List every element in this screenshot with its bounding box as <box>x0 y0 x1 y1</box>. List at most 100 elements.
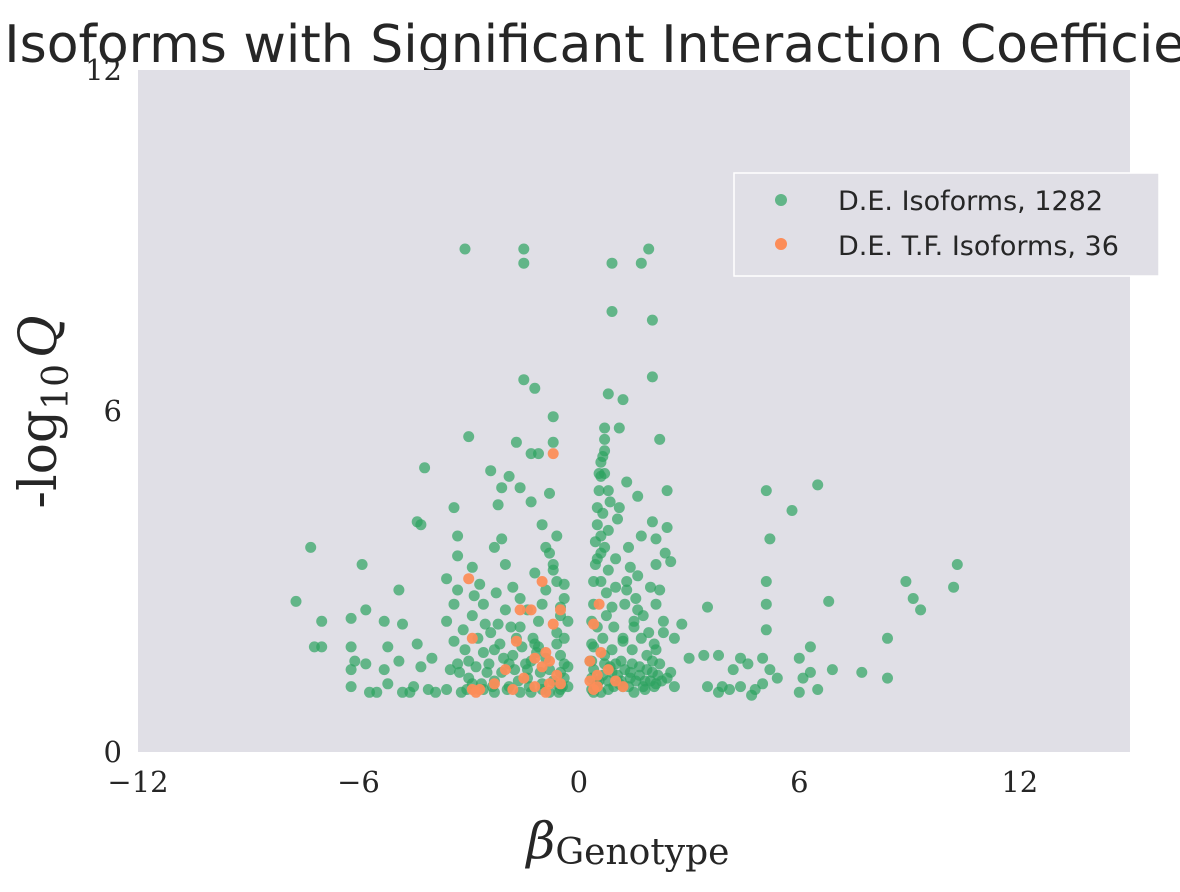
data-point <box>452 658 464 670</box>
data-point <box>360 604 372 616</box>
data-point <box>948 581 960 593</box>
data-point <box>290 595 302 607</box>
data-point <box>797 672 809 684</box>
data-point <box>514 621 526 633</box>
y-tick-label: 12 <box>85 53 122 87</box>
data-point <box>600 610 612 622</box>
data-point <box>606 257 618 269</box>
data-point <box>668 681 680 693</box>
data-point <box>804 666 816 678</box>
data-point <box>477 598 489 610</box>
data-point <box>533 448 544 460</box>
data-point <box>345 681 357 693</box>
data-point <box>613 422 625 434</box>
data-point <box>540 541 552 553</box>
data-point <box>509 664 521 676</box>
data-point <box>593 485 605 497</box>
data-point <box>626 644 638 656</box>
data-point <box>665 556 677 568</box>
data-point <box>454 666 465 678</box>
data-point <box>597 632 609 644</box>
data-point <box>702 601 713 613</box>
data-point <box>393 655 405 667</box>
data-point <box>668 632 680 644</box>
x-axis-symbol: β <box>525 812 556 870</box>
data-point <box>593 598 605 610</box>
data-point <box>514 593 526 604</box>
data-point <box>621 476 633 488</box>
data-point <box>507 684 519 695</box>
data-point <box>518 374 530 386</box>
data-point <box>411 638 423 650</box>
data-point <box>468 590 480 602</box>
data-point <box>641 664 653 676</box>
data-point <box>488 541 500 553</box>
data-point <box>536 598 548 610</box>
data-point <box>654 584 666 596</box>
x-axis-label: βGenotype <box>525 812 730 873</box>
data-point <box>536 576 548 587</box>
data-point <box>812 479 824 491</box>
series-de-tf-isoforms <box>463 448 629 698</box>
data-point <box>597 507 609 519</box>
legend-marker-de-tf-isoforms <box>775 238 787 250</box>
data-point <box>793 652 805 664</box>
legend: D.E. Isoforms, 1282 D.E. T.F. Isoforms, … <box>733 172 1160 277</box>
data-point <box>617 394 629 406</box>
data-point <box>602 524 614 536</box>
data-point <box>632 490 644 502</box>
data-point <box>588 618 600 630</box>
x-tick-label: −6 <box>337 765 380 799</box>
data-point <box>661 522 673 533</box>
data-point <box>349 655 361 667</box>
y-axis-symbol: Q <box>9 315 69 358</box>
data-point <box>397 618 408 630</box>
data-point <box>882 672 893 684</box>
x-tick-label: −12 <box>107 765 168 799</box>
data-point <box>606 644 618 656</box>
y-axis-subscript: 10 <box>36 364 77 410</box>
data-point <box>520 658 532 670</box>
x-tick-label: 6 <box>790 765 808 799</box>
data-point <box>727 664 739 676</box>
data-point <box>378 664 390 676</box>
data-point <box>463 672 475 684</box>
data-point <box>544 678 555 690</box>
data-point <box>608 621 620 633</box>
data-point <box>536 519 548 531</box>
data-point <box>650 533 662 545</box>
data-point <box>826 664 838 676</box>
data-point <box>617 632 629 644</box>
data-point <box>793 686 805 698</box>
data-point <box>823 595 835 607</box>
legend-box <box>733 172 1160 277</box>
data-point <box>305 541 317 553</box>
x-axis-subscript: Genotype <box>555 832 729 873</box>
data-point <box>378 615 390 627</box>
data-point <box>490 587 502 599</box>
data-point <box>648 638 660 650</box>
data-point <box>441 573 453 585</box>
data-point <box>492 618 504 630</box>
data-point <box>448 502 460 514</box>
data-point <box>602 664 614 676</box>
data-points <box>290 243 963 701</box>
data-point <box>657 615 669 627</box>
data-point <box>856 666 868 678</box>
data-point <box>619 598 631 610</box>
data-point <box>812 684 824 695</box>
data-point <box>558 593 570 604</box>
data-point <box>702 681 713 693</box>
data-point <box>466 632 478 644</box>
data-point <box>518 257 530 269</box>
data-point <box>415 519 427 531</box>
data-point <box>457 624 469 636</box>
data-point <box>599 433 611 445</box>
x-tick-label: 0 <box>570 765 588 799</box>
chart-title: Isoforms with Significant Interaction Co… <box>4 15 1180 75</box>
data-point <box>555 604 566 616</box>
data-point <box>514 482 526 494</box>
data-point <box>635 632 647 644</box>
data-point <box>316 615 328 627</box>
data-point <box>698 649 710 661</box>
